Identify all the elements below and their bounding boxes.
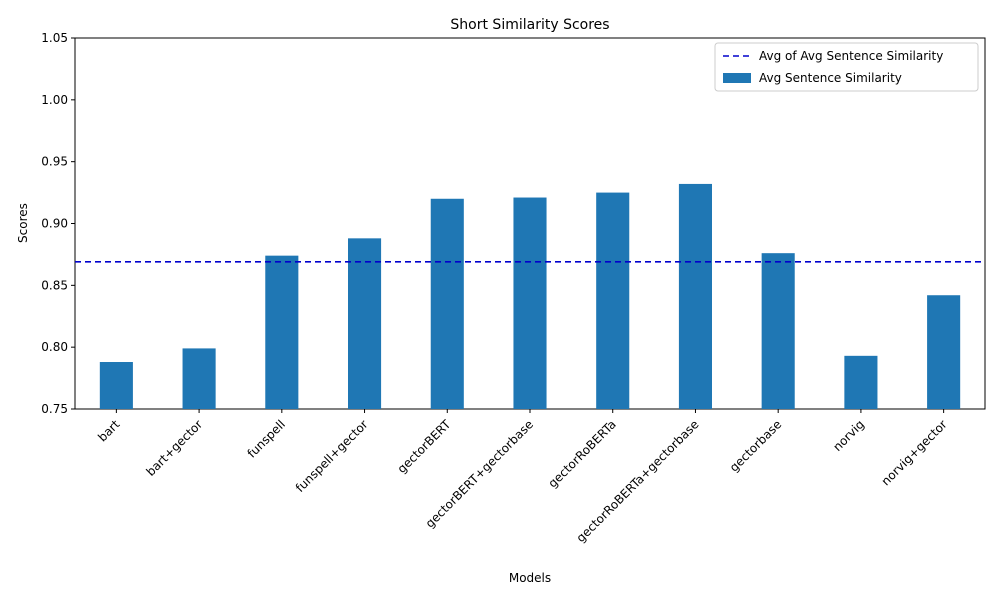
x-tick-label: gectorbase bbox=[727, 417, 784, 474]
bar-norvig+gector bbox=[927, 295, 961, 409]
x-tick-label: norvig+gector bbox=[879, 417, 950, 488]
bar-funspell+gector bbox=[348, 238, 382, 409]
bar-gectorBERT bbox=[430, 198, 464, 409]
x-tick-label: funspell+gector bbox=[293, 417, 371, 495]
x-axis-title: Models bbox=[509, 571, 551, 585]
bar-bart bbox=[99, 362, 133, 409]
legend-label-series: Avg Sentence Similarity bbox=[759, 71, 902, 85]
bar-funspell bbox=[265, 255, 299, 409]
legend: Avg of Avg Sentence Similarity Avg Sente… bbox=[714, 42, 979, 92]
legend-label-reference: Avg of Avg Sentence Similarity bbox=[759, 49, 943, 63]
y-tick-label: 1.00 bbox=[41, 93, 68, 107]
x-tick-label: gectorBERT bbox=[395, 417, 454, 476]
x-tick-label: gectorRoBERTa bbox=[546, 417, 619, 490]
y-axis-title: Scores bbox=[16, 203, 30, 243]
y-tick-label: 0.85 bbox=[41, 278, 68, 292]
x-axis: bart bart+gector funspell funspell+gector ge… bbox=[95, 409, 950, 545]
x-tick-label: bart bbox=[95, 417, 123, 445]
bar-gectorRoBERTa+gectorbase bbox=[678, 183, 712, 409]
y-tick-label: 1.05 bbox=[41, 31, 68, 45]
y-tick-label: 0.90 bbox=[41, 217, 68, 231]
x-tick-label: funspell bbox=[245, 417, 288, 460]
bar-gectorbase bbox=[761, 253, 795, 409]
legend-bar-swatch bbox=[723, 73, 751, 83]
y-tick-label: 0.80 bbox=[41, 340, 68, 354]
bar-gectorBERT+gectorbase bbox=[513, 197, 547, 409]
legend-frame bbox=[714, 42, 979, 92]
y-tick-label: 0.95 bbox=[41, 155, 68, 169]
bars-group bbox=[99, 183, 961, 409]
x-tick-label: bart+gector bbox=[144, 417, 206, 479]
bar-norvig bbox=[844, 355, 878, 409]
x-tick-label: norvig bbox=[830, 417, 867, 454]
bar-gectorRoBERTa bbox=[596, 192, 630, 409]
y-axis: 0.75 0.80 0.85 0.90 0.95 1.00 1.05 bbox=[41, 31, 75, 416]
plot-area bbox=[74, 37, 986, 410]
y-tick-label: 0.75 bbox=[41, 402, 68, 416]
bar-bart+gector bbox=[182, 348, 216, 409]
chart-title: Short Similarity Scores bbox=[450, 17, 609, 33]
